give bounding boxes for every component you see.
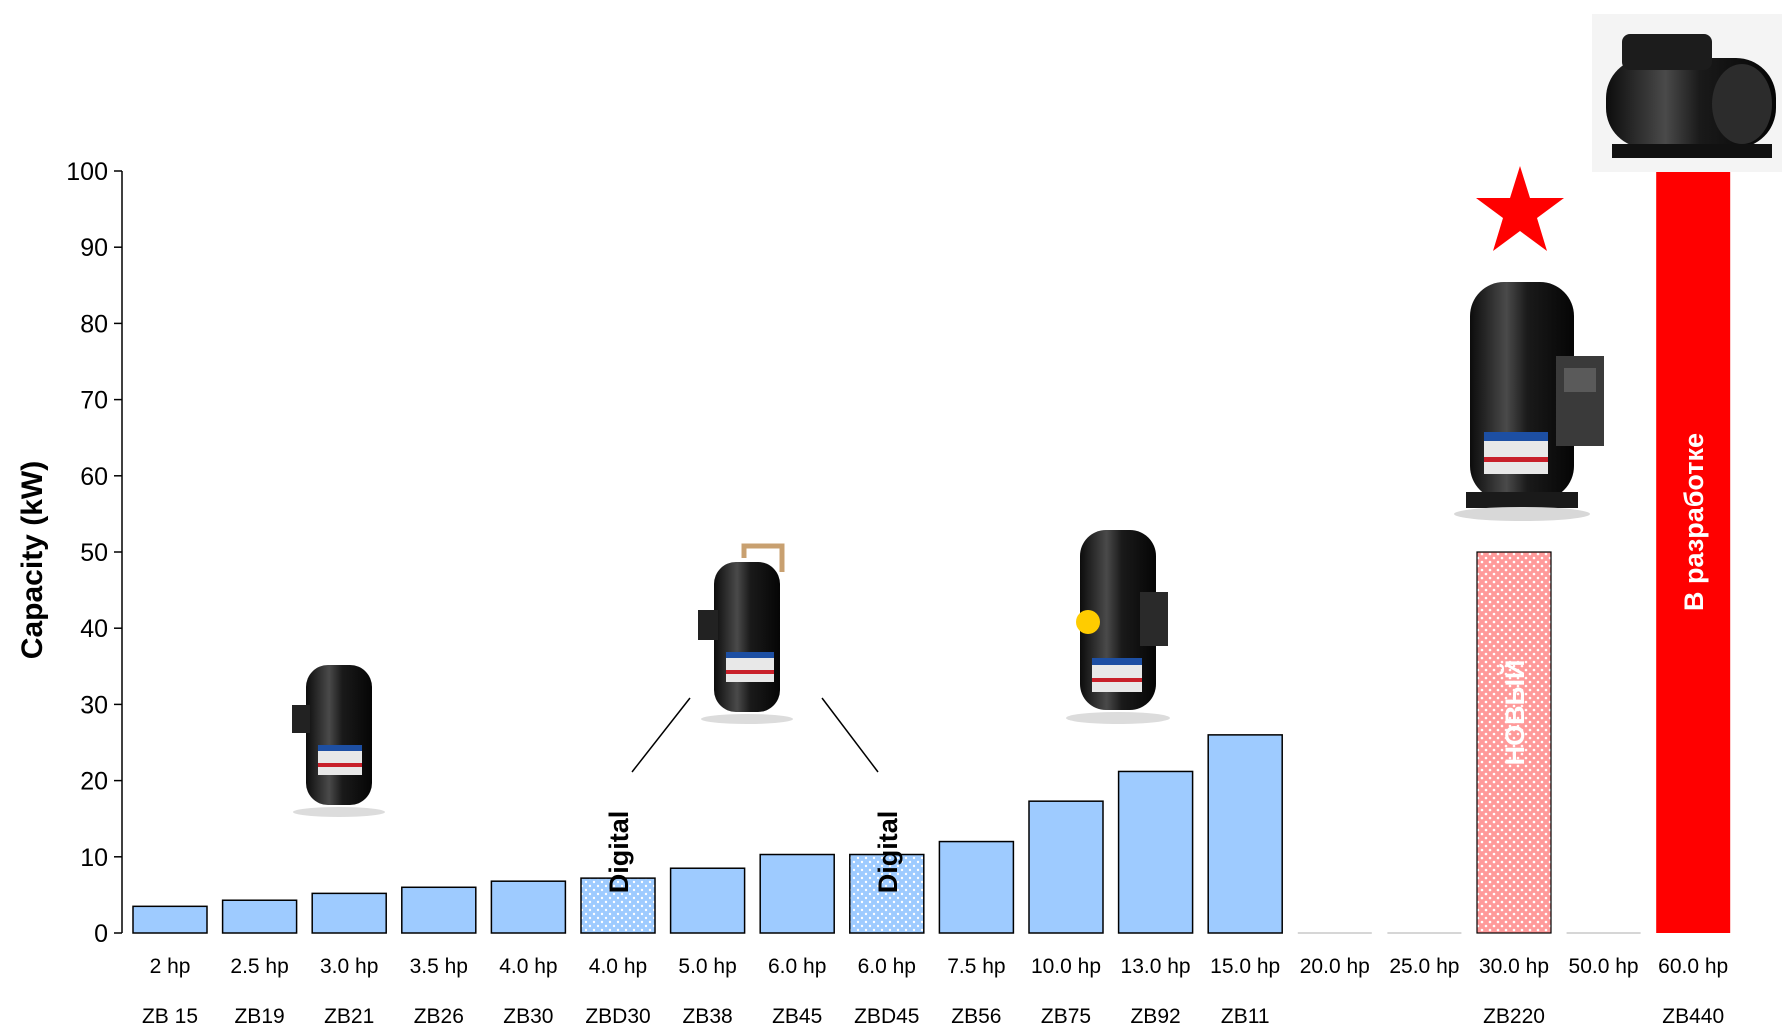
x-tick-label: 2.5 hp [230,955,288,978]
bar [938,840,1015,934]
model-label: ZB92 [1130,1005,1180,1028]
x-tick-label: 15.0 hp [1210,955,1280,978]
bar [580,877,656,934]
bar [221,899,298,934]
y-tick-label: 100 [66,158,108,186]
model-label: ZBD45 [854,1005,919,1028]
bar [132,905,208,934]
y-axis-title: Capacity (kW) [16,461,49,659]
compressor-image-digital [698,543,793,724]
bar [759,853,835,934]
model-label: ZB38 [682,1005,732,1028]
bar [311,892,387,934]
bar [849,853,925,934]
bar-inner-label: Digital [604,811,634,894]
x-tick-label: 6.0 hp [858,955,916,978]
bar [1656,171,1731,933]
model-label: ZB220 [1483,1005,1545,1028]
x-tick-label: 4.0 hp [589,955,647,978]
model-label: ZBD30 [585,1005,650,1028]
bar-inner-label: В разработке [1679,433,1709,611]
model-label: ZB 15 [142,1005,198,1028]
x-tick-label: 13.0 hp [1121,955,1191,978]
bars [132,171,1731,934]
bar [1207,734,1283,934]
y-tick-label: 90 [80,234,108,262]
model-label: ZB30 [503,1005,553,1028]
y-axis: 0 10 20 30 40 50 60 70 80 90 100 [66,158,123,948]
model-label: ZB45 [772,1005,822,1028]
y-tick-label: 60 [80,463,108,491]
connector-line-left [631,697,691,773]
compressor-image-medium [1066,530,1170,724]
y-tick-label: 40 [80,615,108,643]
connector-line-right [821,697,879,773]
star-icon [1476,166,1564,251]
bar-labels: Digital Digital НОВЫЙ В разработке [604,433,1709,893]
bar [1028,800,1104,934]
y-tick-label: 20 [80,768,108,796]
x-tick-label: 60.0 hp [1658,955,1728,978]
model-label: ZB11 [1221,1005,1270,1028]
bar [669,867,746,934]
x-tick-label: 10.0 hp [1031,955,1101,978]
compressor-image-small [292,665,385,817]
y-tick-label: 80 [80,310,108,338]
bar-inner-label: Digital [873,811,903,894]
bar [401,886,477,934]
x-tick-label: 30.0 hp [1479,955,1549,978]
model-label: ZB56 [951,1005,1001,1028]
compressor-image-zb220 [1454,282,1604,521]
x-tick-label: 2 hp [150,955,191,978]
model-label: ZB19 [234,1005,284,1028]
model-labels: ZB 15 ZB19 ZB21 ZB26 ZB30 ZBD30 ZB38 ZB45 ZBD45 Z… [142,1005,1724,1028]
y-tick-label: 70 [80,387,108,415]
x-tick-label: 3.5 hp [410,955,468,978]
y-tick-label: 50 [80,539,108,567]
y-tick-label: 10 [80,844,108,872]
x-tick-label: 5.0 hp [678,955,736,978]
y-tick-label: 0 [94,920,108,948]
bar [490,880,567,934]
x-tick-label: 4.0 hp [499,955,557,978]
x-tick-label: 6.0 hp [768,955,826,978]
model-label: ZB26 [414,1005,464,1028]
y-tick-label: 30 [80,691,108,719]
bar [1117,770,1194,934]
category-labels: 2 hp 2.5 hp 3.0 hp 3.5 hp 4.0 hp 4.0 hp 5.0 hp… [150,955,1729,978]
bar-inner-label: НОВЫЙ [1499,660,1530,766]
model-label: ZB21 [324,1005,374,1028]
x-tick-label: 50.0 hp [1569,955,1639,978]
compressor-image-zb440 [1592,14,1782,172]
x-tick-label: 25.0 hp [1389,955,1459,978]
model-label: ZB75 [1041,1005,1091,1028]
x-tick-label: 20.0 hp [1300,955,1370,978]
x-tick-label: 7.5 hp [947,955,1005,978]
model-label: ZB440 [1662,1005,1724,1028]
x-tick-label: 3.0 hp [320,955,378,978]
bar [1476,551,1552,934]
